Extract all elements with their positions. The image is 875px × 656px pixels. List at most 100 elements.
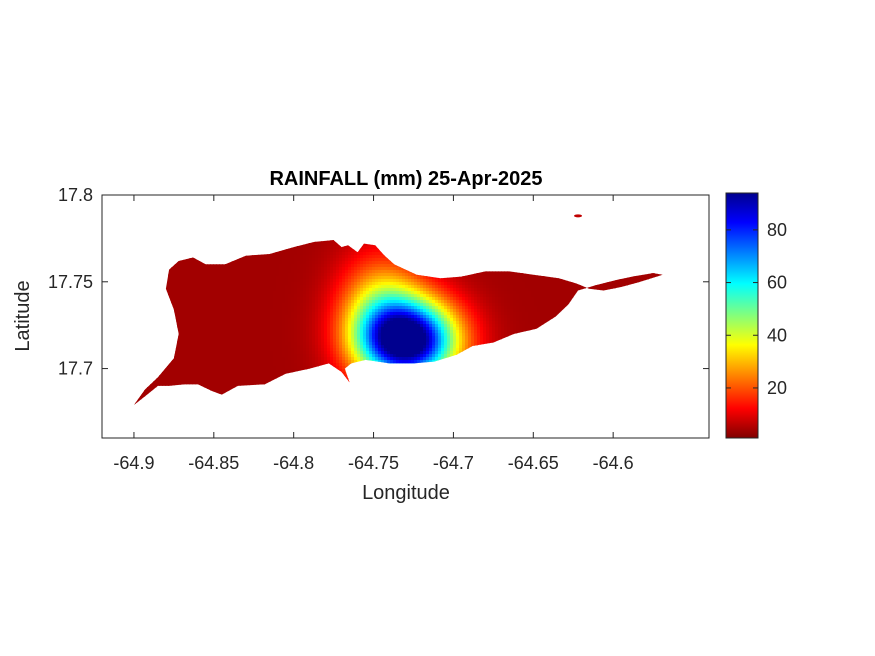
rainfall-cell <box>255 309 259 313</box>
rainfall-cell <box>249 375 253 379</box>
rainfall-cell <box>192 366 196 370</box>
rainfall-cell <box>273 333 277 337</box>
rainfall-cell <box>231 363 235 367</box>
rainfall-cell <box>237 366 241 370</box>
rainfall-cell <box>192 261 196 265</box>
rainfall-cell <box>234 360 238 364</box>
rainfall-cell <box>258 366 262 370</box>
rainfall-cell <box>246 297 250 301</box>
rainfall-cell <box>189 369 193 373</box>
rainfall-cell <box>243 369 247 373</box>
rainfall-cell <box>246 261 250 265</box>
rainfall-cell <box>243 378 247 382</box>
rainfall-cell <box>234 372 238 376</box>
rainfall-cell <box>243 303 247 307</box>
rainfall-cell <box>192 348 196 352</box>
rainfall-cell <box>195 315 199 319</box>
rainfall-cell <box>225 372 229 376</box>
rainfall-cell <box>201 336 205 340</box>
rainfall-cell <box>177 309 181 313</box>
rainfall-cell <box>282 333 286 337</box>
rainfall-cell <box>201 261 205 265</box>
rainfall-cell <box>240 330 244 334</box>
rainfall-cell <box>237 279 241 283</box>
rainfall-cell <box>216 327 220 331</box>
rainfall-cell <box>183 324 187 328</box>
rainfall-cell <box>255 360 259 364</box>
rainfall-cell <box>168 372 172 376</box>
rainfall-cell <box>261 315 265 319</box>
rainfall-cell <box>255 342 259 346</box>
rainfall-cell <box>192 339 196 343</box>
rainfall-cell <box>201 321 205 325</box>
rainfall-cell <box>261 279 265 283</box>
rainfall-cell <box>219 339 223 343</box>
rainfall-cell <box>198 264 202 268</box>
rainfall-cell <box>213 273 217 277</box>
rainfall-cell <box>168 273 172 277</box>
rainfall-cell <box>177 339 181 343</box>
rainfall-cell <box>237 297 241 301</box>
rainfall-cell <box>204 267 208 271</box>
rainfall-cell <box>273 300 277 304</box>
rainfall-cell <box>192 303 196 307</box>
rainfall-cell <box>270 324 274 328</box>
rainfall-cell <box>255 285 259 289</box>
rainfall-cell <box>210 330 214 334</box>
rainfall-cell <box>219 363 223 367</box>
rainfall-cell <box>270 315 274 319</box>
rainfall-cell <box>198 324 202 328</box>
rainfall-cell <box>258 372 262 376</box>
rainfall-cell <box>174 381 178 385</box>
rainfall-cell <box>210 270 214 274</box>
rainfall-cell <box>216 375 220 379</box>
rainfall-cell <box>261 348 265 352</box>
rainfall-cell <box>189 258 193 262</box>
rainfall-cell <box>261 378 265 382</box>
rainfall-cell <box>234 285 238 289</box>
rainfall-cell <box>195 381 199 385</box>
rainfall-cell <box>282 261 286 265</box>
rainfall-cell <box>225 336 229 340</box>
rainfall-cell <box>258 333 262 337</box>
rainfall-cell <box>270 291 274 295</box>
rainfall-cell <box>180 327 184 331</box>
rainfall-cell <box>279 351 283 355</box>
rainfall-cell <box>279 294 283 298</box>
rainfall-cell <box>198 306 202 310</box>
rainfall-cell <box>213 387 217 391</box>
rainfall-cell <box>216 372 220 376</box>
rainfall-cell <box>198 339 202 343</box>
rainfall-cell <box>273 303 277 307</box>
rainfall-cell <box>261 303 265 307</box>
rainfall-cell <box>216 279 220 283</box>
rainfall-cell <box>195 327 199 331</box>
rainfall-cell <box>189 354 193 358</box>
rainfall-cell <box>195 276 199 280</box>
rainfall-cell <box>243 375 247 379</box>
rainfall-cell <box>186 378 190 382</box>
rainfall-cell <box>165 381 169 385</box>
rainfall-cell <box>174 279 178 283</box>
rainfall-cell <box>207 273 211 277</box>
rainfall-cell <box>252 336 256 340</box>
rainfall-cell <box>144 387 148 391</box>
rainfall-cell <box>198 369 202 373</box>
rainfall-cell <box>225 363 229 367</box>
rainfall-cell <box>207 306 211 310</box>
rainfall-cell <box>177 321 181 325</box>
rainfall-cell <box>243 267 247 271</box>
rainfall-cell <box>225 279 229 283</box>
rainfall-cell <box>276 360 280 364</box>
rainfall-cell <box>213 294 217 298</box>
rainfall-cell <box>153 384 157 388</box>
rainfall-cell <box>267 303 271 307</box>
rainfall-cell <box>177 342 181 346</box>
rainfall-cell <box>270 348 274 352</box>
rainfall-cell <box>273 369 277 373</box>
rainfall-cell <box>189 306 193 310</box>
rainfall-cell <box>216 330 220 334</box>
rainfall-cell <box>264 309 268 313</box>
rainfall-cell <box>222 333 226 337</box>
rainfall-cell <box>234 327 238 331</box>
